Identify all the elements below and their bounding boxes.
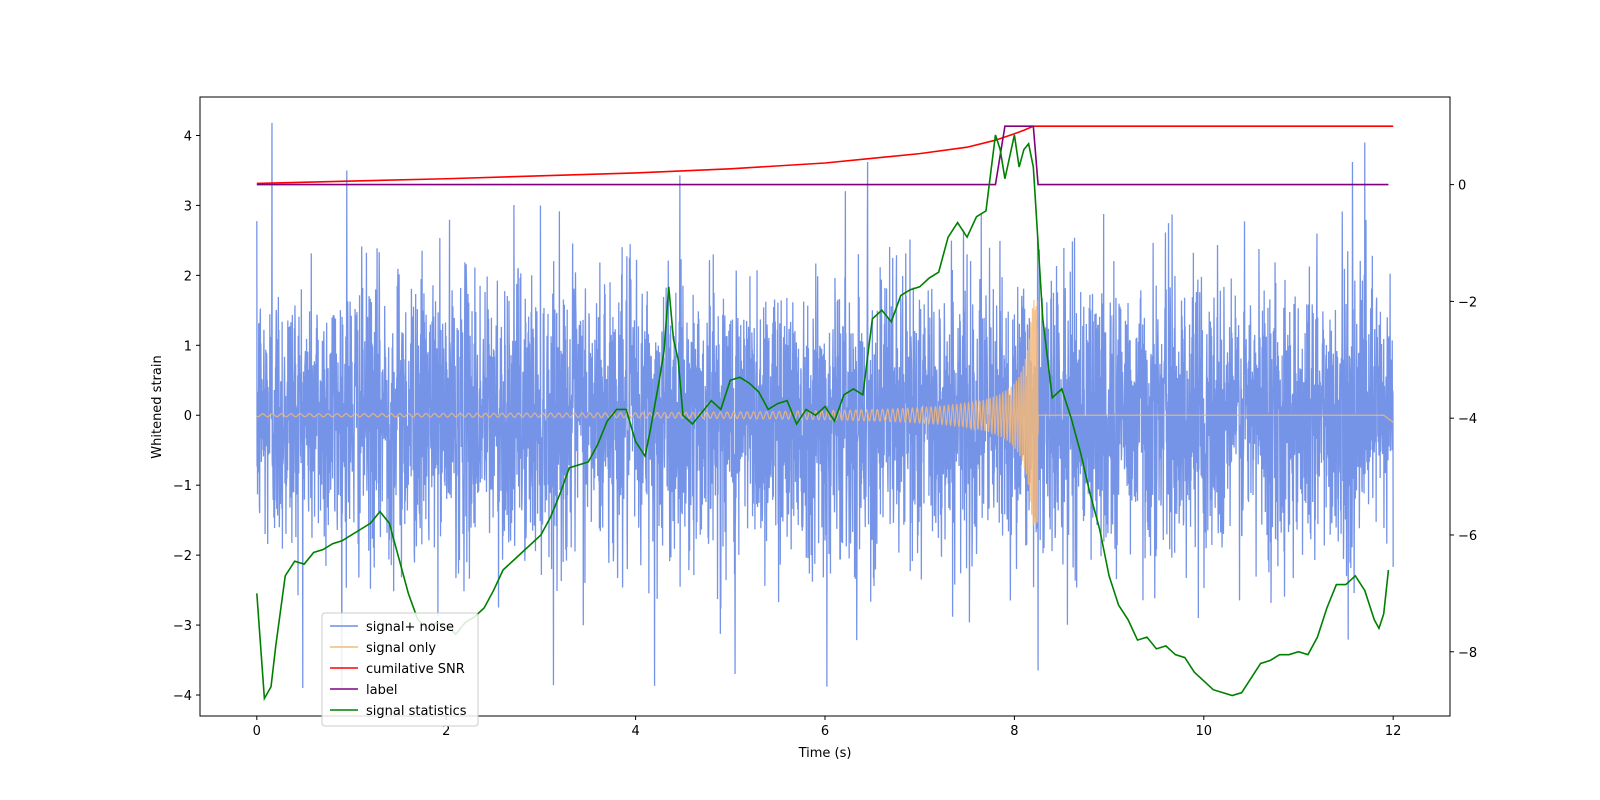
y-tick-label: −4	[173, 689, 192, 704]
y2-tick-label: −4	[1458, 412, 1477, 427]
x-tick-label: 2	[442, 724, 450, 739]
legend: signal+ noise signal only cumilative SNR la…	[321, 612, 479, 727]
x-tick-label: 0	[253, 724, 261, 739]
series-signal-noise	[256, 122, 1394, 689]
series-label	[256, 125, 1389, 186]
series-cumilative-snr	[256, 125, 1394, 185]
legend-label: signal only	[366, 641, 436, 656]
legend-label: cumilative SNR	[366, 662, 465, 677]
x-tick-label: 12	[1385, 724, 1402, 739]
legend-box	[321, 612, 479, 727]
y-tick-label: 3	[184, 199, 192, 214]
x-tick-label: 10	[1196, 724, 1213, 739]
y-tick-label: 1	[184, 339, 192, 354]
x-tick-label: 4	[631, 724, 639, 739]
y-tick-label: 2	[184, 269, 192, 284]
y2-tick-label: 0	[1458, 179, 1466, 194]
y2-tick-label: −2	[1458, 295, 1477, 310]
y2-tick-label: −6	[1458, 529, 1477, 544]
y-axis-label: Whitened strain	[150, 355, 165, 458]
x-tick-label: 6	[821, 724, 829, 739]
x-tick-label: 8	[1010, 724, 1018, 739]
legend-label: signal+ noise	[366, 620, 454, 635]
legend-label: label	[366, 683, 397, 698]
y-tick-label: −3	[173, 619, 192, 634]
y-tick-label: 0	[184, 409, 192, 424]
series-signal-only	[256, 299, 1394, 526]
plot-area	[256, 122, 1394, 702]
legend-label: signal statistics	[366, 704, 467, 719]
x-axis-label: Time (s)	[798, 746, 852, 761]
y-tick-label: 4	[184, 129, 192, 144]
y-tick-label: −2	[173, 549, 192, 564]
y2-tick-label: −8	[1458, 646, 1477, 661]
y-tick-label: −1	[173, 479, 192, 494]
